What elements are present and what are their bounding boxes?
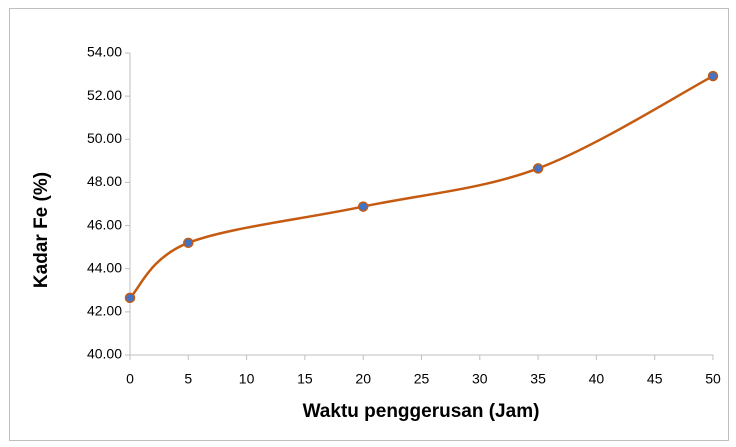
y-tick-label: 46.00 xyxy=(87,216,122,232)
x-tick-label: 10 xyxy=(239,371,255,387)
x-tick-label: 20 xyxy=(355,371,371,387)
series-line xyxy=(129,74,714,299)
y-tick-label: 40.00 xyxy=(87,346,122,362)
x-tick-label: 50 xyxy=(705,371,721,387)
y-tick-label: 54.00 xyxy=(87,44,122,60)
y-tick-label: 48.00 xyxy=(87,173,122,189)
x-tick-label: 5 xyxy=(184,371,192,387)
x-tick-label: 30 xyxy=(472,371,488,387)
x-axis-title: Waktu penggerusan (Jam) xyxy=(303,401,540,422)
y-tick-label: 50.00 xyxy=(87,130,122,146)
x-tick-label: 45 xyxy=(647,371,663,387)
point xyxy=(357,201,369,212)
y-axis-title: Kadar Fe (%) xyxy=(31,172,52,288)
point xyxy=(124,292,136,304)
point xyxy=(532,163,544,174)
y-tick-label: 52.00 xyxy=(87,87,122,103)
x-tick-label: 40 xyxy=(589,371,605,387)
y-tick-label: 42.00 xyxy=(87,303,122,319)
x-tick-label: 0 xyxy=(126,371,134,387)
chart-frame xyxy=(9,8,729,441)
x-tick-label: 25 xyxy=(414,371,430,387)
point xyxy=(183,237,194,249)
x-tick-label: 35 xyxy=(530,371,546,387)
y-tick-label: 44.00 xyxy=(87,259,122,275)
point xyxy=(707,70,719,82)
x-tick-label: 15 xyxy=(297,371,313,387)
